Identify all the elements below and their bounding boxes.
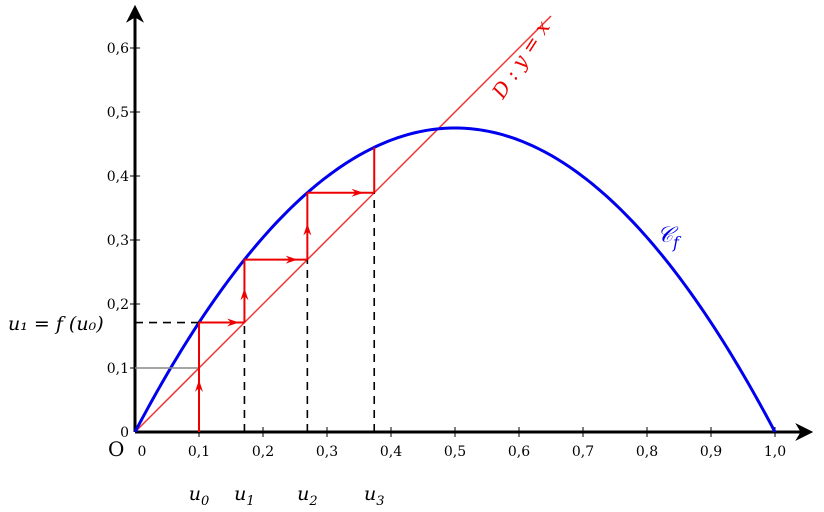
- sequence-label-u3: u3: [364, 483, 385, 509]
- y-tick-label: 0,6: [107, 41, 129, 57]
- arrow-head-right: [285, 255, 298, 264]
- sequence-labels: u0 u1 u2 u3: [189, 483, 385, 509]
- sequence-label-sub: 3: [376, 494, 384, 509]
- x-tick-label: 1,0: [764, 444, 786, 460]
- y-tick-label: 0,5: [107, 105, 129, 121]
- y-tick-label: 0,3: [107, 233, 129, 249]
- arrow-head-up: [303, 223, 312, 236]
- identity-line-label: D : y = x: [487, 16, 555, 103]
- origin-label: O: [108, 437, 124, 461]
- x-tick-label: 0,8: [636, 444, 658, 460]
- sequence-label-sub: 0: [201, 494, 209, 509]
- arrow-head-up: [240, 288, 249, 301]
- arrow-head-right: [227, 318, 240, 327]
- x-tick-group: 0 0,1 0,2 0,3 0,4 0,5 0,6 0,7 0,8 0,9 1,0: [138, 427, 786, 460]
- sequence-label-main: u: [297, 483, 309, 505]
- x-tick-label: 0,6: [508, 444, 530, 460]
- sequence-label-main: u: [234, 483, 246, 505]
- x-tick-label: 0,7: [572, 444, 594, 460]
- curve-cf: [133, 126, 777, 433]
- x-tick-label: 0,1: [188, 444, 210, 460]
- dashed-projections: [135, 192, 376, 432]
- sequence-label-main: u: [364, 483, 376, 505]
- x-tick-label: 0,3: [316, 444, 338, 460]
- sequence-label-sub: 2: [308, 494, 317, 509]
- curve-label: 𝒞f: [657, 223, 682, 252]
- curve-label-sub: f: [672, 233, 682, 252]
- u1-equals-f-u0-label: u₁ = f (u₀): [8, 313, 104, 335]
- y-tick-label: 0,2: [107, 297, 129, 313]
- y-tick-label: 0,1: [107, 361, 129, 377]
- x-tick-label: 0: [138, 444, 147, 460]
- y-tick-label: 0,4: [107, 169, 129, 185]
- sequence-label-u2: u2: [297, 483, 318, 509]
- x-tick-label: 0,9: [700, 444, 722, 460]
- sequence-label-sub: 1: [246, 494, 254, 509]
- sequence-label-main: u: [189, 483, 201, 505]
- x-tick-label: 0,5: [444, 444, 466, 460]
- arrow-head-up: [195, 379, 203, 392]
- sequence-label-u0: u0: [189, 483, 210, 509]
- y-tick-label: 0: [120, 425, 129, 441]
- x-tick-label: 0,2: [252, 444, 274, 460]
- identity-line: [134, 15, 552, 433]
- sequence-label-u1: u1: [234, 483, 255, 509]
- y-tick-group: 0 0,1 0,2 0,3 0,4 0,5 0,6: [107, 41, 140, 441]
- x-tick-label: 0,4: [380, 444, 402, 460]
- arrow-head-right: [351, 188, 364, 197]
- cobweb-steps: [195, 147, 376, 432]
